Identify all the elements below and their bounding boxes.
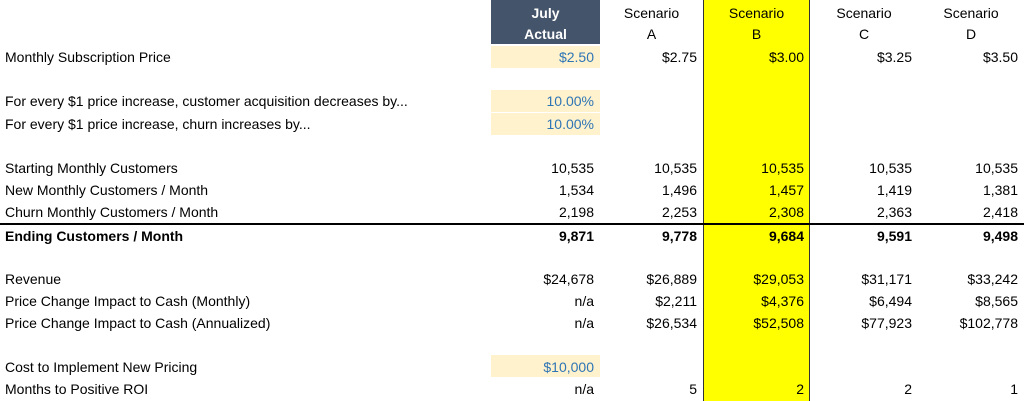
starting-july[interactable]: 10,535: [551, 160, 594, 176]
july-header-line1: July: [531, 5, 560, 21]
scenario-a-header-line1[interactable]: Scenario: [623, 5, 680, 21]
churn-july[interactable]: 2,198: [558, 204, 594, 220]
row-label-roi: Months to Positive ROI: [5, 381, 149, 397]
new-july[interactable]: 1,534: [558, 182, 594, 198]
cost-input-cell[interactable]: [491, 355, 600, 377]
starting-b[interactable]: 10,535: [761, 160, 804, 176]
july-actual-header[interactable]: July Actual: [491, 0, 600, 44]
churn-input-cell[interactable]: [491, 113, 600, 135]
row-label-churn: Churn Monthly Customers / Month: [5, 204, 219, 220]
row-label-impact-monthly: Price Change Impact to Cash (Monthly): [5, 293, 251, 309]
price-input-cell[interactable]: [491, 46, 600, 68]
scenario-b-highlight: [703, 0, 810, 401]
scenario-a-header-line2[interactable]: A: [646, 26, 657, 42]
cost-july[interactable]: $10,000: [543, 359, 594, 375]
price-july[interactable]: $2.50: [558, 49, 594, 65]
new-d[interactable]: 1,381: [982, 182, 1018, 198]
churn-a[interactable]: 2,253: [661, 204, 697, 220]
roi-b[interactable]: 2: [796, 381, 804, 397]
impact-monthly-c[interactable]: $6,494: [869, 293, 912, 309]
impact-monthly-july[interactable]: n/a: [574, 293, 594, 309]
ending-d[interactable]: 9,498: [982, 228, 1018, 244]
impact-annualized-a[interactable]: $26,534: [646, 315, 697, 331]
total-divider: [0, 223, 1024, 225]
impact-monthly-d[interactable]: $8,565: [975, 293, 1018, 309]
impact-annualized-july[interactable]: n/a: [574, 315, 594, 331]
price-c[interactable]: $3.25: [876, 49, 912, 65]
acquisition-input-cell[interactable]: [491, 90, 600, 112]
impact-annualized-c[interactable]: $77,923: [861, 315, 912, 331]
july-header-line2: Actual: [524, 26, 567, 42]
roi-c[interactable]: 2: [904, 381, 912, 397]
ending-a[interactable]: 9,778: [661, 228, 697, 244]
ending-c[interactable]: 9,591: [876, 228, 912, 244]
ending-july[interactable]: 9,871: [558, 228, 594, 244]
starting-a[interactable]: 10,535: [654, 160, 697, 176]
impact-monthly-b[interactable]: $4,376: [761, 293, 804, 309]
roi-d[interactable]: 1: [1010, 381, 1018, 397]
impact-monthly-a[interactable]: $2,211: [655, 293, 697, 309]
roi-july[interactable]: n/a: [574, 381, 594, 397]
row-label-churn-increase: For every $1 price increase, churn incre…: [5, 116, 311, 132]
scenario-d-header-line1[interactable]: Scenario: [943, 5, 999, 21]
scenario-c-header-line1[interactable]: Scenario: [836, 5, 892, 21]
new-c[interactable]: 1,419: [876, 182, 912, 198]
impact-annualized-d[interactable]: $102,778: [959, 315, 1018, 331]
new-a[interactable]: 1,496: [661, 182, 697, 198]
revenue-july[interactable]: $24,678: [543, 271, 594, 287]
acquisition-july[interactable]: 10.00%: [546, 93, 594, 109]
row-label-acquisition: For every $1 price increase, customer ac…: [5, 93, 408, 109]
scenario-b-header-line2[interactable]: B: [751, 26, 762, 42]
new-b[interactable]: 1,457: [768, 182, 804, 198]
row-label-new: New Monthly Customers / Month: [5, 182, 209, 198]
churn-increase-july[interactable]: 10.00%: [546, 116, 594, 132]
starting-c[interactable]: 10,535: [869, 160, 912, 176]
revenue-b[interactable]: $29,053: [753, 271, 804, 287]
price-a[interactable]: $2.75: [661, 49, 697, 65]
churn-c[interactable]: 2,363: [876, 204, 912, 220]
row-label-price: Monthly Subscription Price: [5, 49, 171, 65]
revenue-d[interactable]: $33,242: [967, 271, 1018, 287]
starting-d[interactable]: 10,535: [975, 160, 1018, 176]
row-label-cost: Cost to Implement New Pricing: [5, 359, 198, 375]
churn-d[interactable]: 2,418: [982, 204, 1018, 220]
revenue-a[interactable]: $26,889: [646, 271, 697, 287]
impact-annualized-b[interactable]: $52,508: [753, 315, 804, 331]
row-label-starting: Starting Monthly Customers: [5, 160, 178, 176]
scenario-d-header-line2[interactable]: D: [965, 26, 977, 42]
price-d[interactable]: $3.50: [982, 49, 1018, 65]
revenue-c[interactable]: $31,171: [861, 271, 912, 287]
roi-a[interactable]: 5: [689, 381, 697, 397]
row-label-ending: Ending Customers / Month: [5, 228, 184, 244]
churn-b[interactable]: 2,308: [768, 204, 804, 220]
scenario-c-header-line2[interactable]: C: [858, 26, 870, 42]
price-b[interactable]: $3.00: [768, 49, 804, 65]
row-label-impact-annualized: Price Change Impact to Cash (Annualized): [5, 315, 271, 331]
row-label-revenue: Revenue: [5, 271, 62, 287]
ending-b[interactable]: 9,684: [768, 228, 804, 244]
scenario-b-header-line1[interactable]: Scenario: [728, 5, 785, 21]
